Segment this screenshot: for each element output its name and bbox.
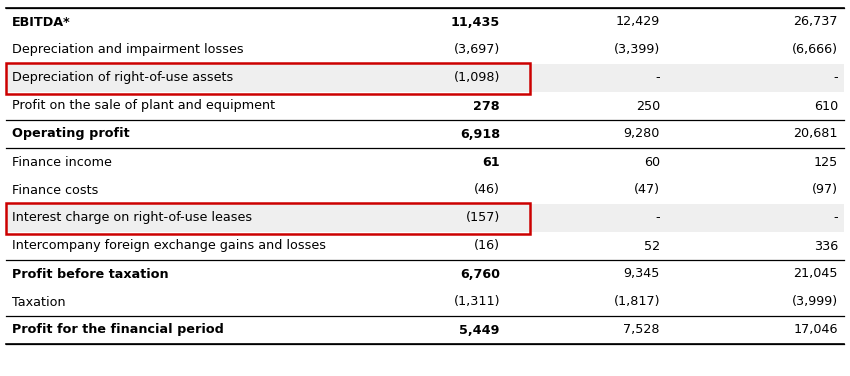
Text: (157): (157) xyxy=(466,211,500,224)
Text: Interest charge on right-of-use leases: Interest charge on right-of-use leases xyxy=(12,211,252,224)
Text: (16): (16) xyxy=(474,240,500,253)
Text: Taxation: Taxation xyxy=(12,296,65,308)
Text: Profit for the financial period: Profit for the financial period xyxy=(12,323,224,337)
Text: -: - xyxy=(833,71,838,85)
Text: 9,345: 9,345 xyxy=(624,267,660,280)
Bar xyxy=(6,204,844,232)
Text: Depreciation and impairment losses: Depreciation and impairment losses xyxy=(12,44,244,56)
Bar xyxy=(6,64,844,92)
Text: 20,681: 20,681 xyxy=(794,127,838,141)
Text: 125: 125 xyxy=(813,156,838,168)
Text: (1,817): (1,817) xyxy=(614,296,660,308)
Bar xyxy=(6,203,530,233)
Text: -: - xyxy=(655,71,660,85)
Text: 11,435: 11,435 xyxy=(450,15,500,29)
Text: (97): (97) xyxy=(812,183,838,197)
Text: 61: 61 xyxy=(482,156,500,168)
Text: Profit before taxation: Profit before taxation xyxy=(12,267,168,280)
Text: (3,697): (3,697) xyxy=(454,44,500,56)
Text: 21,045: 21,045 xyxy=(794,267,838,280)
Text: 6,918: 6,918 xyxy=(460,127,500,141)
Text: 60: 60 xyxy=(643,156,660,168)
Text: EBITDA*: EBITDA* xyxy=(12,15,71,29)
Text: 336: 336 xyxy=(813,240,838,253)
Text: 5,449: 5,449 xyxy=(460,323,500,337)
Text: 7,528: 7,528 xyxy=(624,323,660,337)
Text: 26,737: 26,737 xyxy=(794,15,838,29)
Text: (1,098): (1,098) xyxy=(454,71,500,85)
Text: Intercompany foreign exchange gains and losses: Intercompany foreign exchange gains and … xyxy=(12,240,326,253)
Text: 610: 610 xyxy=(813,100,838,112)
Text: Finance income: Finance income xyxy=(12,156,112,168)
Text: Profit on the sale of plant and equipment: Profit on the sale of plant and equipmen… xyxy=(12,100,275,112)
Text: 17,046: 17,046 xyxy=(794,323,838,337)
Text: 250: 250 xyxy=(636,100,660,112)
Text: 12,429: 12,429 xyxy=(615,15,660,29)
Text: (3,399): (3,399) xyxy=(614,44,660,56)
Text: -: - xyxy=(833,211,838,224)
Text: Operating profit: Operating profit xyxy=(12,127,129,141)
Text: -: - xyxy=(655,211,660,224)
Text: (6,666): (6,666) xyxy=(792,44,838,56)
Text: 278: 278 xyxy=(473,100,500,112)
Text: (47): (47) xyxy=(634,183,660,197)
Bar xyxy=(6,62,530,94)
Text: 9,280: 9,280 xyxy=(624,127,660,141)
Text: (46): (46) xyxy=(474,183,500,197)
Text: Depreciation of right-of-use assets: Depreciation of right-of-use assets xyxy=(12,71,233,85)
Text: (1,311): (1,311) xyxy=(454,296,500,308)
Text: Finance costs: Finance costs xyxy=(12,183,99,197)
Text: (3,999): (3,999) xyxy=(792,296,838,308)
Text: 52: 52 xyxy=(643,240,660,253)
Text: 6,760: 6,760 xyxy=(460,267,500,280)
